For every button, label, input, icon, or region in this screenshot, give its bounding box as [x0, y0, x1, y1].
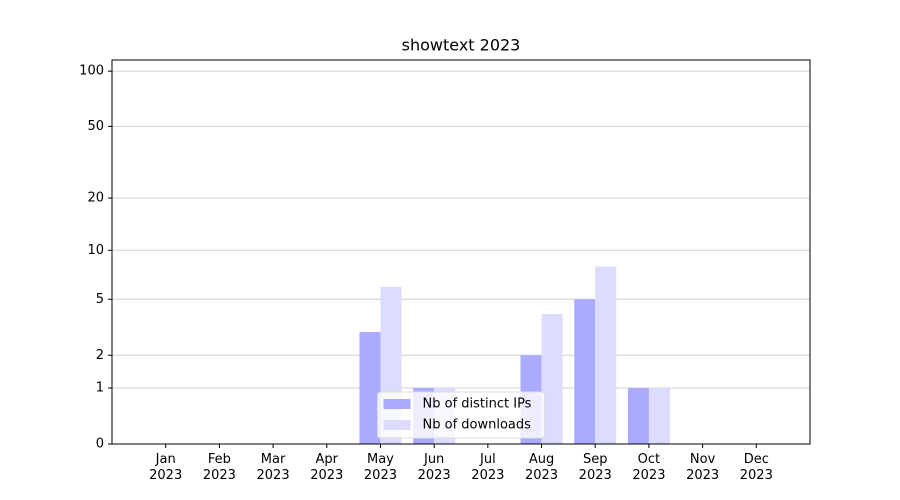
- x-tick-label: Dec 2023: [739, 452, 773, 483]
- x-tick-label: Sep 2023: [578, 452, 612, 483]
- legend: Nb of distinct IPs Nb of downloads: [377, 391, 545, 439]
- x-tick-label: Jun 2023: [417, 452, 451, 483]
- x-tick-label: Oct 2023: [632, 452, 666, 483]
- x-tick-label: Jan 2023: [149, 452, 183, 483]
- y-tick-label: 0: [96, 437, 104, 452]
- x-tick-label: Aug 2023: [524, 452, 559, 483]
- y-tick-label: 10: [87, 243, 104, 258]
- legend-box: [377, 391, 545, 439]
- y-tick-label: 50: [87, 119, 104, 134]
- x-tick-label: Mar 2023: [256, 452, 290, 483]
- legend-label: Nb of distinct IPs: [423, 397, 532, 412]
- plot-frame: [111, 59, 811, 445]
- legend-swatch: [383, 420, 411, 430]
- y-tick-label: 20: [87, 191, 104, 206]
- bar: [574, 299, 596, 444]
- x-tick-label: Nov 2023: [686, 452, 720, 483]
- bar: [595, 266, 617, 444]
- y-tick-label: 5: [96, 292, 104, 307]
- bar: [541, 313, 563, 444]
- y-tick-label: 100: [79, 64, 104, 79]
- x-tick-label: Feb 2023: [202, 452, 236, 483]
- y-tick-label: 2: [96, 348, 104, 363]
- bar: [648, 388, 670, 444]
- bar: [359, 332, 381, 444]
- legend-swatch: [383, 399, 411, 409]
- x-tick-label: May 2023: [363, 452, 397, 483]
- chart-title: showtext 2023: [402, 36, 521, 55]
- bar: [627, 388, 649, 444]
- y-tick-label: 1: [96, 381, 104, 396]
- x-tick-label: Jul 2023: [471, 452, 505, 483]
- x-tick-label: Apr 2023: [310, 452, 344, 483]
- legend-label: Nb of downloads: [423, 418, 532, 433]
